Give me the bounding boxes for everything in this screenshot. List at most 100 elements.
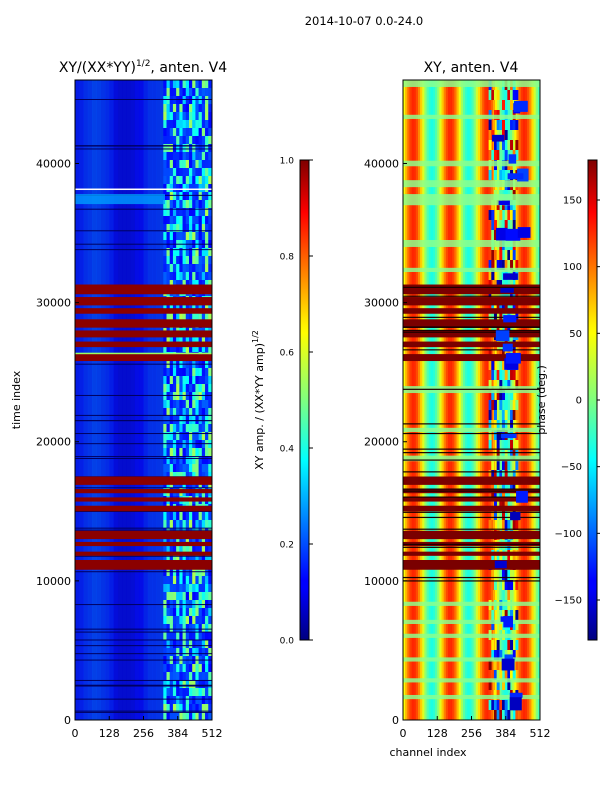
amplitude-cell xyxy=(182,384,187,392)
amplitude-cell xyxy=(179,184,183,192)
amplitude-high-band xyxy=(75,330,212,338)
amplitude-cell xyxy=(208,112,212,120)
amplitude-cell xyxy=(205,472,209,480)
amplitude-cell xyxy=(198,704,203,712)
phase-cell xyxy=(491,90,495,100)
amplitude-cell xyxy=(169,192,174,200)
amplitude-high-band xyxy=(75,354,212,362)
phase-cell xyxy=(504,654,513,661)
amplitude-cell xyxy=(192,600,196,608)
amplitude-cell xyxy=(188,640,193,648)
amplitude-cell xyxy=(182,424,187,432)
amplitude-cell xyxy=(198,96,203,104)
amplitude-cell xyxy=(185,456,190,464)
amplitude-cell xyxy=(179,160,183,168)
amplitude-cell xyxy=(176,216,180,224)
amplitude-cell xyxy=(198,344,203,352)
amplitude-cell xyxy=(201,416,206,424)
phase-cell xyxy=(504,570,508,580)
phase-cell xyxy=(482,80,485,720)
amplitude-cell xyxy=(166,192,171,200)
phase-cell xyxy=(496,700,500,710)
amplitude-cell xyxy=(185,152,190,160)
amplitude-cell xyxy=(169,696,174,704)
phase-x-axis: 0 128 256 384 512 xyxy=(400,716,551,740)
amplitude-cell xyxy=(208,264,212,272)
amplitude-cell xyxy=(176,144,180,152)
amplitude-cell xyxy=(188,160,193,168)
amplitude-cell xyxy=(166,168,171,176)
amplitude-cell xyxy=(179,88,183,96)
amplitude-cell xyxy=(201,88,206,96)
amplitude-cell xyxy=(205,392,209,400)
amplitude-cell xyxy=(176,168,180,176)
amplitude-cell xyxy=(169,304,174,312)
amplitude-cell xyxy=(179,152,183,160)
amplitude-cell xyxy=(201,312,206,320)
amplitude-cell xyxy=(185,416,190,424)
amplitude-cell xyxy=(172,400,177,408)
amplitude-cell xyxy=(182,464,187,472)
amplitude-cell xyxy=(188,376,193,384)
amplitude-cell xyxy=(172,144,177,152)
amplitude-cell xyxy=(208,80,212,88)
phase-cell xyxy=(510,610,514,620)
amplitude-cell xyxy=(201,664,206,672)
amplitude-cell xyxy=(166,344,171,352)
amplitude-cell xyxy=(208,208,212,216)
amplitude-cell xyxy=(208,544,212,552)
amplitude-cell xyxy=(166,408,171,416)
phase-cell xyxy=(510,120,514,130)
amplitude-panel-title: XY/(XX*YY)1/2, anten. V4 xyxy=(59,59,227,76)
amplitude-high-band xyxy=(75,541,212,547)
phase-cell xyxy=(491,260,495,270)
amplitude-cell xyxy=(166,520,171,528)
amplitude-cell xyxy=(185,312,190,320)
amplitude-cell xyxy=(166,376,171,384)
amplitude-cell xyxy=(201,256,206,264)
phase-cell xyxy=(491,210,495,220)
phase-cell xyxy=(491,370,495,380)
phase-flag-band xyxy=(403,560,540,570)
amplitude-row-line xyxy=(75,208,212,210)
amplitude-cell xyxy=(201,280,206,288)
phase-cell xyxy=(502,100,505,110)
phase-x-label: channel index xyxy=(389,746,467,759)
amplitude-cell xyxy=(188,136,193,144)
amplitude-cell xyxy=(195,696,199,704)
amplitude-cell xyxy=(208,200,212,208)
phase-cell xyxy=(512,470,516,480)
phase-cell xyxy=(510,440,514,450)
phase-cell xyxy=(496,370,500,380)
amplitude-cell xyxy=(188,264,193,272)
amplitude-cell xyxy=(182,704,187,712)
amplitude-cell xyxy=(195,104,199,112)
phase-cell xyxy=(517,227,531,238)
phase-cell xyxy=(493,310,497,320)
phase-cell xyxy=(445,80,449,720)
amplitude-cell xyxy=(163,696,167,704)
amplitude-cell xyxy=(198,648,203,656)
amplitude-colorbar-label: XY amp. / (XX*YY amp)1/2 xyxy=(251,330,266,470)
phase-cell xyxy=(504,220,508,230)
amplitude-cell xyxy=(185,376,190,384)
amplitude-colorbar-tick-label: 0.0 xyxy=(280,637,295,647)
amplitude-cell xyxy=(195,408,199,416)
phase-cell xyxy=(512,400,516,410)
amplitude-cell xyxy=(179,280,183,288)
phase-cell xyxy=(502,520,505,530)
amplitude-cell xyxy=(169,248,174,256)
amplitude-cell xyxy=(163,712,167,720)
amplitude-cell xyxy=(208,160,212,168)
amplitude-cell xyxy=(75,194,165,205)
amplitude-cell xyxy=(182,664,187,672)
phase-cell xyxy=(452,80,455,720)
phase-cell xyxy=(488,420,492,430)
amplitude-cell xyxy=(201,304,206,312)
amplitude-cell xyxy=(201,104,206,112)
amplitude-cell xyxy=(176,392,180,400)
amplitude-cell xyxy=(166,272,171,280)
phase-cell xyxy=(502,120,505,130)
amplitude-cell xyxy=(201,176,206,184)
amplitude-cell xyxy=(201,432,206,440)
